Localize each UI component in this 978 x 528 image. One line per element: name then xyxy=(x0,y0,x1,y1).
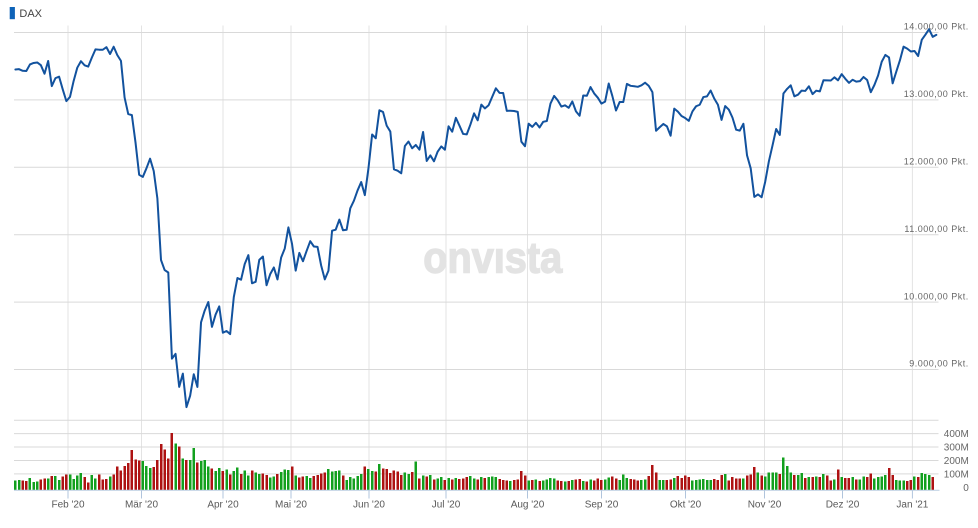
svg-text:Feb '20: Feb '20 xyxy=(51,500,84,511)
svg-text:Dez '20: Dez '20 xyxy=(826,500,860,511)
svg-text:Jul '20: Jul '20 xyxy=(432,500,461,511)
svg-text:14.000,00 Pkt.: 14.000,00 Pkt. xyxy=(904,22,969,32)
svg-text:400M: 400M xyxy=(944,429,969,440)
svg-text:0: 0 xyxy=(963,483,969,494)
svg-text:Apr '20: Apr '20 xyxy=(207,500,239,511)
svg-text:200M: 200M xyxy=(944,456,969,467)
svg-text:Aug '20: Aug '20 xyxy=(511,500,545,511)
svg-text:11.000,00 Pkt.: 11.000,00 Pkt. xyxy=(904,224,968,234)
svg-text:Jan '21: Jan '21 xyxy=(896,500,928,511)
svg-text:onvısta: onvısta xyxy=(423,234,562,283)
svg-text:DAX: DAX xyxy=(19,8,42,20)
svg-text:300M: 300M xyxy=(944,443,969,454)
svg-text:Nov '20: Nov '20 xyxy=(748,500,782,511)
svg-text:100M: 100M xyxy=(944,469,969,480)
svg-text:Sep '20: Sep '20 xyxy=(585,500,619,511)
svg-text:12.000,00 Pkt.: 12.000,00 Pkt. xyxy=(904,157,969,167)
svg-text:Mai '20: Mai '20 xyxy=(275,500,307,511)
svg-text:13.000,00 Pkt.: 13.000,00 Pkt. xyxy=(904,89,969,99)
svg-text:9.000,00 Pkt.: 9.000,00 Pkt. xyxy=(909,359,969,369)
svg-text:Jun '20: Jun '20 xyxy=(353,500,385,511)
svg-text:10.000,00 Pkt.: 10.000,00 Pkt. xyxy=(904,291,969,301)
svg-text:Okt '20: Okt '20 xyxy=(670,500,702,511)
svg-text:Mär '20: Mär '20 xyxy=(125,500,158,511)
